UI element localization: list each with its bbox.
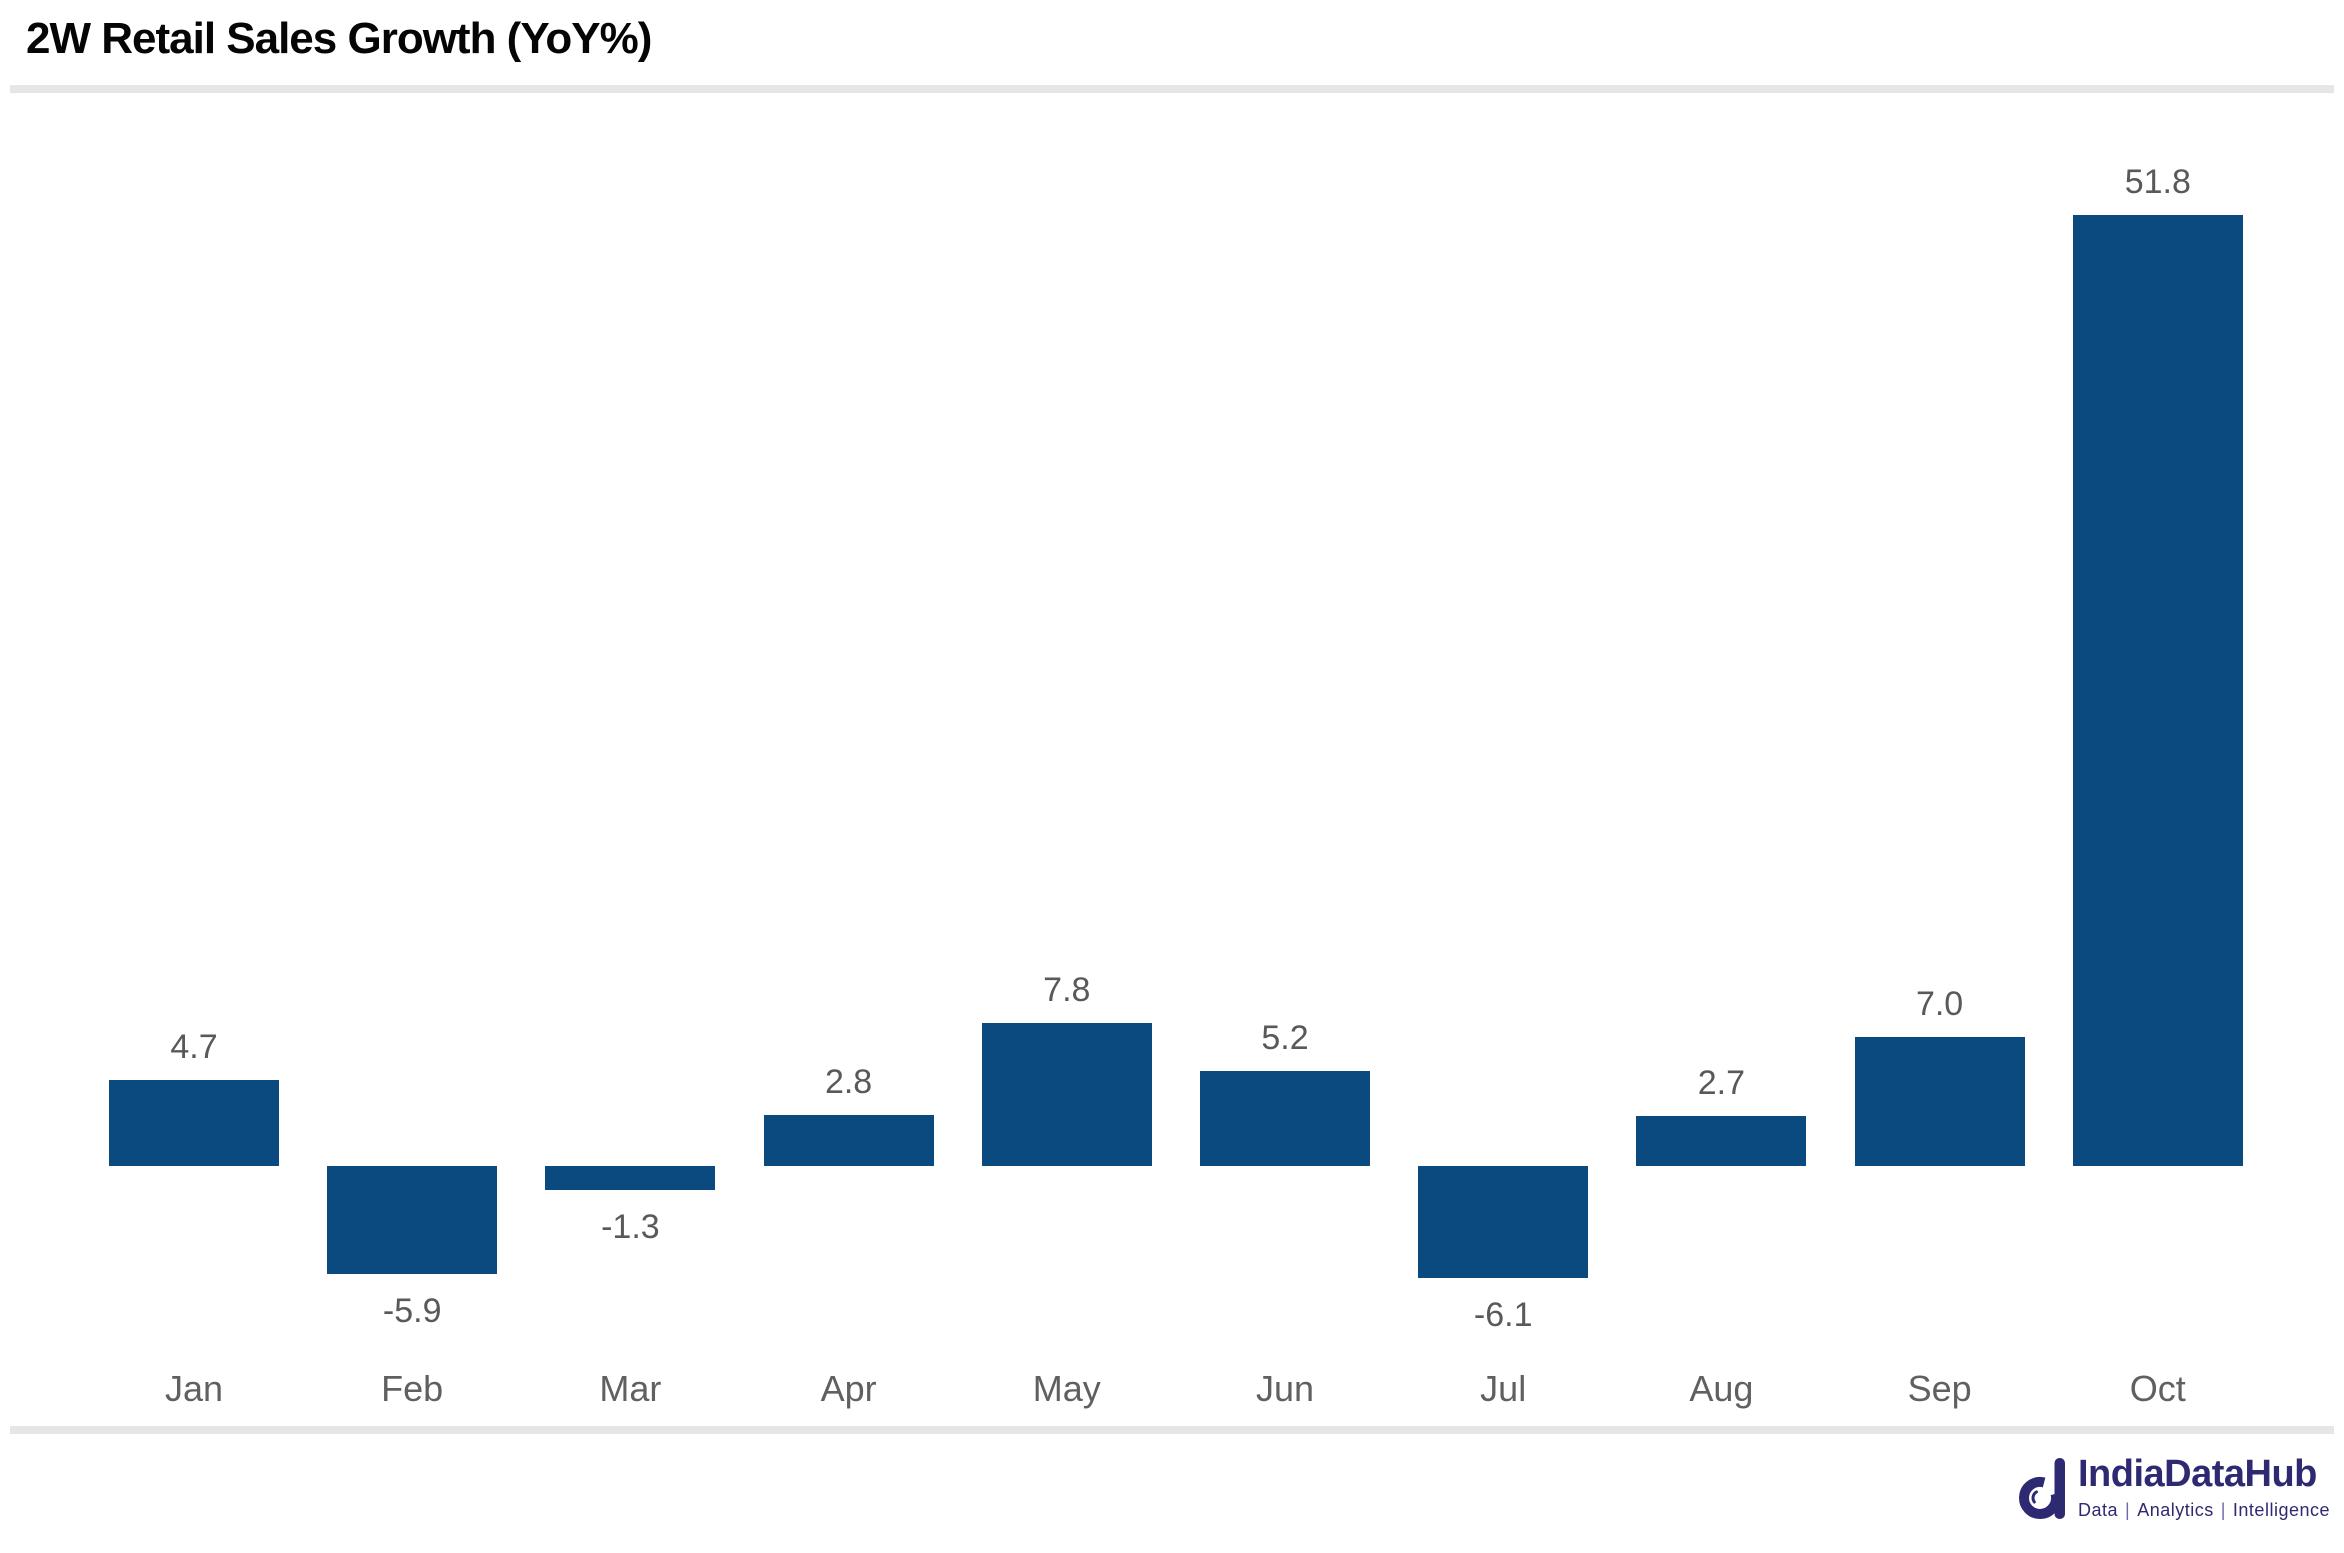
x-axis-label-oct: Oct: [2129, 1368, 2186, 1409]
tagline-pipe: |: [2125, 1500, 2131, 1520]
value-label-sep: 7.0: [1915, 985, 1964, 1024]
bar-aug: [1636, 1116, 1807, 1166]
value-label-jan: 4.7: [170, 1027, 218, 1066]
x-axis-label-sep: Sep: [1907, 1368, 1972, 1409]
bar-mar: [545, 1166, 716, 1190]
value-label-oct: 51.8: [2124, 162, 2191, 201]
x-axis-label-aug: Aug: [1689, 1368, 1754, 1409]
tagline-word: Data: [2077, 1500, 2119, 1520]
title-separator: [10, 85, 2334, 93]
tagline-word: Intelligence: [2232, 1500, 2330, 1520]
value-label-mar: -1.3: [601, 1207, 660, 1246]
x-axis-label-may: May: [1032, 1368, 1101, 1409]
tagline-word: Analytics: [2137, 1500, 2214, 1520]
value-label-may: 7.8: [1043, 970, 1091, 1009]
value-label-apr: 2.8: [824, 1062, 873, 1101]
bar-oct: [2072, 214, 2243, 1166]
indiadatahub-logo-icon: [2019, 1458, 2065, 1519]
bar-apr: [763, 1114, 934, 1166]
value-label-aug: 2.7: [1697, 1064, 1746, 1103]
x-axis-label-jul: Jul: [1480, 1368, 1527, 1409]
x-axis-label-jan: Jan: [164, 1368, 224, 1409]
x-axis-label-mar: Mar: [599, 1368, 662, 1409]
footer-brand: IndiaDataHub Data | Analytics | Intelligence: [2018, 1452, 2330, 1522]
tagline-pipe: |: [2220, 1500, 2226, 1520]
x-axis-label-apr: Apr: [820, 1368, 877, 1409]
value-label-feb: -5.9: [382, 1292, 442, 1331]
brand-name: IndiaDataHub: [2077, 1453, 2317, 1495]
x-axis-label-feb: Feb: [381, 1368, 444, 1409]
brand-text-block: IndiaDataHub Data | Analytics | Intelligence: [2078, 1452, 2330, 1522]
chart-title: 2W Retail Sales Growth (YoY%): [26, 14, 652, 63]
bar-jun: [1200, 1070, 1370, 1166]
value-label-jun: 5.2: [1261, 1018, 1309, 1057]
bar-feb: [327, 1166, 498, 1275]
footer-separator: [10, 1426, 2334, 1434]
value-label-jul: -6.1: [1473, 1295, 1533, 1334]
x-axis-label-jun: Jun: [1255, 1368, 1315, 1409]
bar-jan: [109, 1079, 279, 1166]
bar-jul: [1418, 1166, 1589, 1278]
bar-may: [981, 1022, 1152, 1166]
bar-sep: [1854, 1037, 2025, 1166]
brand-tagline: Data | Analytics | Intelligence: [2078, 1498, 2330, 1522]
